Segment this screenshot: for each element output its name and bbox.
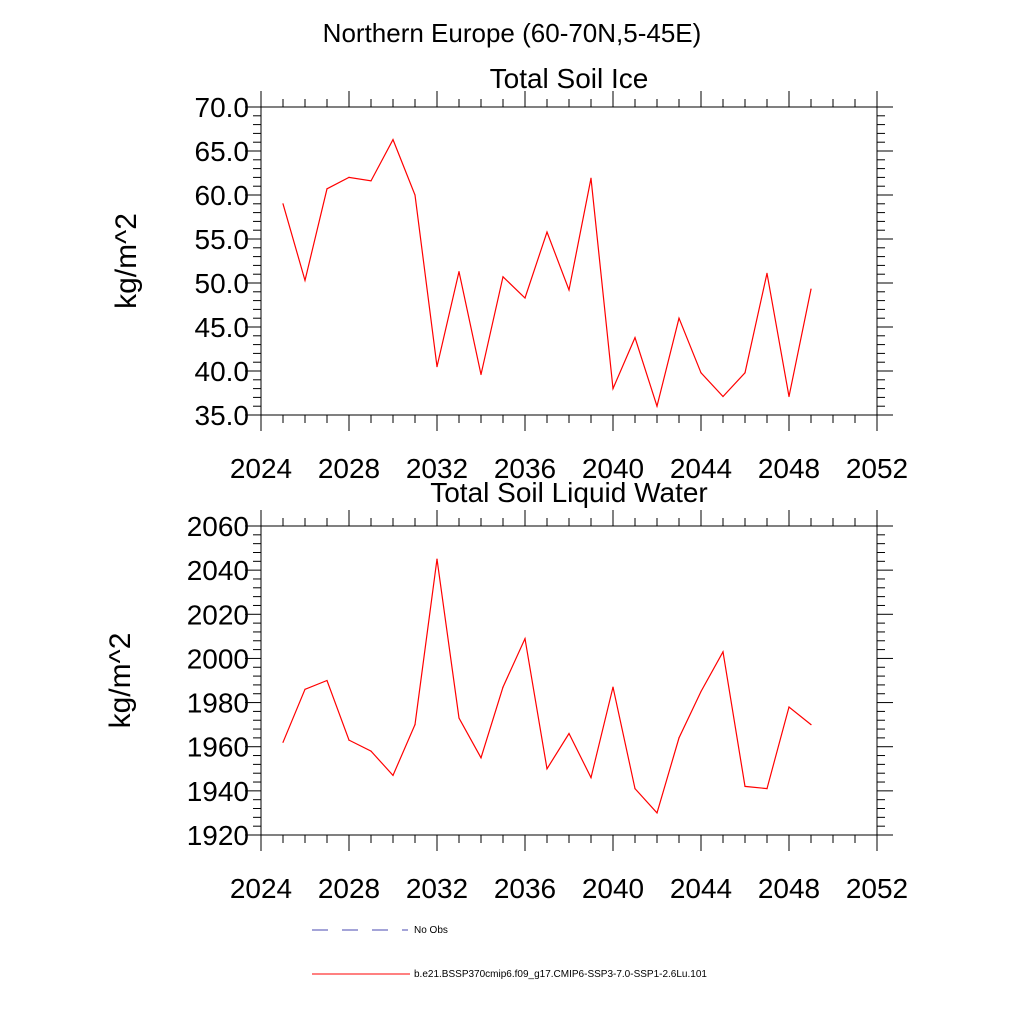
data-point: [370, 180, 372, 182]
legend: No Obs b.e21.BSSP370cmip6.f09_g17.CMIP6-…: [312, 925, 707, 980]
series-line: [282, 138, 812, 409]
data-point: [502, 686, 504, 688]
data-point: [546, 768, 548, 770]
y-tick-label: 40.0: [195, 356, 250, 387]
data-point: [502, 276, 504, 278]
y-tick-label: 2060: [187, 511, 249, 542]
data-point: [568, 289, 570, 291]
data-point: [810, 288, 812, 290]
y-tick-label: 55.0: [195, 224, 250, 255]
data-point: [656, 405, 658, 407]
y-tick-label: 1960: [187, 732, 249, 763]
data-point: [722, 651, 724, 653]
x-tick-label: 2036: [494, 873, 556, 904]
x-tick-label: 2028: [318, 873, 380, 904]
data-point: [282, 741, 284, 743]
data-point: [524, 637, 526, 640]
data-point: [700, 372, 702, 374]
y-tick-label: 1940: [187, 776, 249, 807]
data-point: [766, 272, 768, 274]
plot-frame: [260, 525, 878, 836]
data-point: [766, 788, 768, 790]
data-point: [436, 366, 438, 368]
x-tick-label: 2044: [670, 873, 732, 904]
x-tick-label: 2044: [670, 453, 732, 484]
data-point: [458, 270, 460, 273]
data-point: [458, 717, 460, 719]
data-point: [392, 774, 394, 777]
data-point: [392, 138, 394, 141]
x-tick-label: 2036: [494, 453, 556, 484]
data-point: [634, 788, 636, 790]
data-point: [414, 724, 416, 726]
data-point: [436, 558, 438, 560]
y-tick-label: 35.0: [195, 400, 250, 431]
legend-label-model-run: b.e21.BSSP370cmip6.f09_g17.CMIP6-SSP3-7.…: [414, 969, 707, 980]
x-tick-label: 2048: [758, 453, 820, 484]
data-point: [700, 690, 702, 693]
data-point: [634, 336, 636, 339]
y-tick-label: 2020: [187, 599, 249, 630]
data-point: [568, 732, 570, 735]
y-tick-label: 70.0: [195, 92, 250, 123]
data-point: [788, 395, 790, 398]
data-point: [414, 194, 416, 196]
chart-panel-soil-ice: Total Soil Ice kg/m^2 2024 2028 2032 2036 2040…: [110, 63, 908, 484]
data-point: [546, 231, 548, 233]
x-tick-label: 2048: [758, 873, 820, 904]
legend-label-no-obs: No Obs: [414, 925, 448, 936]
data-point: [348, 739, 350, 741]
y-tick-label: 60.0: [195, 180, 250, 211]
chart-title: Total Soil Liquid Water: [430, 477, 708, 508]
y-axis-label: kg/m^2: [110, 213, 143, 309]
x-tick-label: 2024: [230, 873, 292, 904]
x-tick-label: 2052: [846, 873, 908, 904]
data-point: [678, 737, 680, 739]
series-line: [282, 559, 812, 815]
data-point: [326, 188, 328, 190]
data-point: [788, 706, 790, 708]
data-point: [480, 757, 482, 759]
y-tick-label: 2040: [187, 555, 249, 586]
data-point: [678, 317, 680, 319]
data-point: [744, 372, 746, 374]
data-point: [612, 686, 614, 688]
data-point: [744, 785, 746, 788]
data-point: [810, 724, 812, 726]
x-tick-label: 2024: [230, 453, 292, 484]
y-tick-label: 65.0: [195, 136, 250, 167]
figure-title: Northern Europe (60-70N,5-45E): [323, 18, 702, 48]
x-tick-label: 2032: [406, 453, 468, 484]
x-tick-label: 2040: [582, 453, 644, 484]
data-point: [590, 777, 592, 779]
chart-title: Total Soil Ice: [490, 63, 649, 94]
data-point: [348, 176, 350, 178]
x-tick-label: 2052: [846, 453, 908, 484]
data-point: [480, 373, 482, 376]
data-point: [370, 750, 372, 752]
data-point: [656, 812, 658, 814]
data-point: [326, 679, 328, 682]
y-axis-label: kg/m^2: [104, 633, 137, 729]
data-point: [282, 203, 284, 205]
y-tick-label: 1920: [187, 820, 249, 851]
data-point: [304, 688, 306, 690]
x-tick-label: 2032: [406, 873, 468, 904]
y-tick-label: 45.0: [195, 312, 250, 343]
data-point: [524, 297, 526, 299]
x-tick-label: 2028: [318, 453, 380, 484]
data-point: [590, 177, 592, 179]
y-tick-label: 2000: [187, 643, 249, 674]
chart-panel-soil-liquid-water: Total Soil Liquid Water kg/m^2 2024 2028 203…: [104, 477, 908, 904]
y-tick-label: 1980: [187, 688, 249, 719]
x-tick-label: 2040: [582, 873, 644, 904]
data-point: [304, 279, 306, 281]
data-point: [722, 395, 724, 398]
data-point: [612, 388, 614, 390]
y-tick-label: 50.0: [195, 268, 250, 299]
